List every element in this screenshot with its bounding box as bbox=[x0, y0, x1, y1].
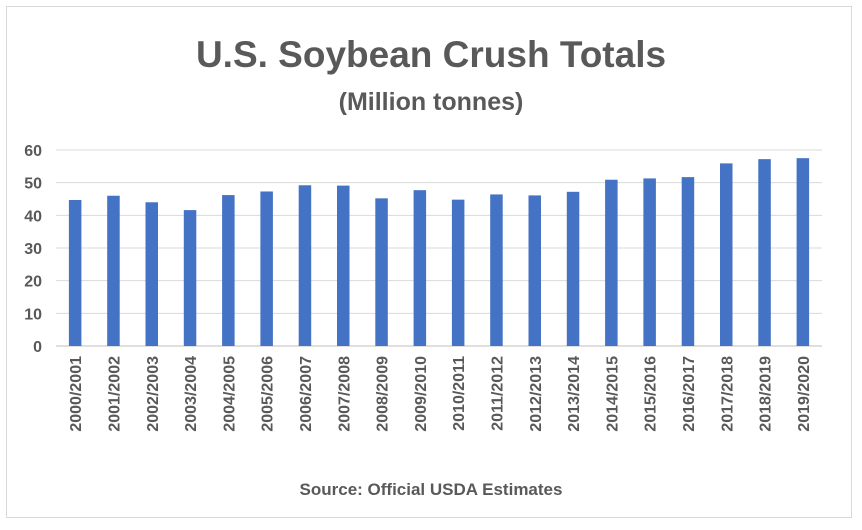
x-tick-label: 2017/2018 bbox=[719, 356, 736, 432]
x-tick-label: 2000/2001 bbox=[68, 356, 85, 432]
x-tick-label: 2001/2002 bbox=[106, 356, 123, 432]
x-tick-label: 2006/2007 bbox=[298, 356, 315, 432]
bar bbox=[566, 191, 580, 346]
x-tick-label: 2016/2017 bbox=[681, 356, 698, 432]
x-tick-label: 2019/2020 bbox=[796, 356, 813, 432]
x-tick-label: 2007/2008 bbox=[336, 356, 353, 432]
y-tick-label: 30 bbox=[24, 241, 42, 258]
x-tick-label: 2002/2003 bbox=[145, 356, 162, 432]
bar bbox=[643, 178, 656, 346]
x-tick-label: 2005/2006 bbox=[260, 356, 277, 432]
bar bbox=[375, 198, 388, 346]
x-tick-label: 2013/2014 bbox=[566, 356, 583, 432]
x-tick-label: 2009/2010 bbox=[413, 356, 430, 432]
bar bbox=[68, 199, 82, 346]
bar bbox=[183, 210, 197, 346]
bar bbox=[681, 177, 695, 346]
y-tick-label: 20 bbox=[24, 274, 42, 291]
bar bbox=[605, 179, 618, 346]
y-tick-label: 50 bbox=[24, 176, 42, 193]
bar bbox=[720, 163, 733, 346]
bar bbox=[758, 159, 771, 346]
x-tick-label: 2003/2004 bbox=[183, 356, 200, 432]
x-tick-label: 2014/2015 bbox=[604, 356, 621, 432]
chart-source-note: Source: Official USDA Estimates bbox=[299, 480, 563, 499]
bar bbox=[490, 194, 503, 346]
bar bbox=[796, 158, 810, 346]
y-tick-label: 10 bbox=[24, 306, 42, 323]
bar bbox=[337, 185, 350, 346]
bar bbox=[298, 185, 312, 346]
y-tick-label: 60 bbox=[24, 143, 42, 160]
bar bbox=[260, 191, 273, 346]
y-tick-label: 40 bbox=[24, 208, 42, 225]
x-tick-label: 2015/2016 bbox=[643, 356, 660, 432]
bar bbox=[145, 202, 158, 346]
bar bbox=[413, 190, 427, 346]
x-tick-label: 2008/2009 bbox=[375, 356, 392, 432]
bar bbox=[222, 195, 235, 346]
chart-subtitle: (Million tonnes) bbox=[338, 88, 524, 116]
y-tick-label: 0 bbox=[33, 339, 42, 356]
bar bbox=[451, 199, 465, 346]
x-tick-label: 2010/2011 bbox=[451, 356, 468, 431]
bar bbox=[528, 195, 541, 346]
chart-title: U.S. Soybean Crush Totals bbox=[195, 34, 667, 75]
x-tick-label: 2018/2019 bbox=[758, 356, 775, 432]
x-tick-label: 2012/2013 bbox=[528, 356, 545, 432]
x-tick-label: 2004/2005 bbox=[221, 356, 238, 432]
bar bbox=[107, 195, 120, 346]
x-tick-label: 2011/2012 bbox=[489, 356, 506, 431]
